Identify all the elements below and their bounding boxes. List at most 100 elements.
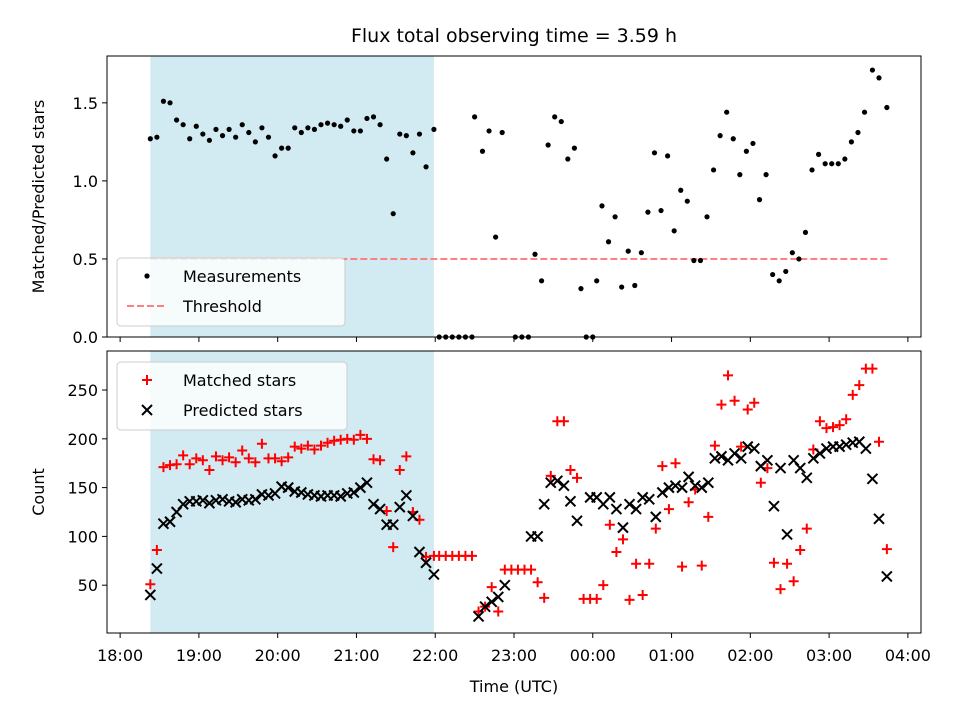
data-point bbox=[423, 164, 429, 170]
series-predicted-stars bbox=[144, 436, 893, 623]
data-point bbox=[867, 363, 878, 374]
data-point bbox=[814, 416, 825, 427]
data-point bbox=[279, 145, 285, 151]
data-point bbox=[630, 503, 642, 515]
data-point bbox=[216, 493, 229, 506]
data-point bbox=[873, 436, 884, 447]
data-point bbox=[493, 234, 499, 240]
x-tick-label: 02:00 bbox=[727, 646, 773, 665]
data-point bbox=[697, 257, 704, 264]
data-point bbox=[531, 530, 544, 543]
legend-label: Threshold bbox=[182, 297, 262, 316]
data-point bbox=[144, 589, 157, 601]
data-point bbox=[219, 133, 226, 139]
data-point bbox=[282, 481, 294, 494]
data-point bbox=[558, 118, 564, 125]
data-point bbox=[750, 140, 756, 147]
data-point bbox=[631, 558, 642, 569]
data-point bbox=[783, 268, 789, 275]
y-tick-label: 150 bbox=[67, 479, 98, 498]
data-point bbox=[233, 134, 239, 140]
data-point bbox=[833, 440, 846, 453]
data-point bbox=[636, 491, 649, 504]
bottom-panel-star-counts: 50 100 150 200 250 18:00 19:00 20:00 21:00 22:00 2… bbox=[29, 350, 931, 665]
data-point bbox=[486, 128, 492, 134]
data-point bbox=[604, 519, 615, 530]
data-point bbox=[178, 450, 189, 461]
data-point bbox=[834, 420, 845, 431]
data-point bbox=[730, 136, 736, 142]
data-point bbox=[292, 125, 298, 131]
data-point bbox=[820, 442, 833, 455]
data-point bbox=[809, 167, 815, 173]
data-point bbox=[571, 515, 583, 527]
series-matched-stars bbox=[145, 363, 892, 617]
data-point bbox=[224, 452, 235, 463]
data-point bbox=[403, 133, 409, 139]
data-point bbox=[632, 282, 638, 289]
data-point bbox=[338, 123, 344, 129]
data-point bbox=[749, 397, 760, 408]
data-point bbox=[200, 131, 206, 137]
data-point bbox=[619, 284, 625, 290]
data-point bbox=[625, 248, 631, 254]
data-point bbox=[322, 437, 333, 448]
data-point bbox=[545, 470, 556, 481]
data-point bbox=[394, 501, 406, 513]
data-point bbox=[717, 133, 723, 139]
data-point bbox=[193, 123, 199, 129]
data-point bbox=[355, 429, 366, 440]
data-point bbox=[354, 481, 367, 494]
data-point bbox=[151, 545, 162, 556]
data-point bbox=[479, 148, 486, 154]
data-point bbox=[716, 399, 727, 410]
top-panel-matched-predicted-ratio: 0.0 0.5 1.0 1.5 Matched/Predicted stars Measu… bbox=[29, 55, 922, 347]
data-point bbox=[558, 479, 570, 492]
data-point bbox=[276, 456, 287, 467]
data-point bbox=[796, 256, 802, 262]
data-point bbox=[239, 122, 245, 128]
data-point bbox=[361, 433, 372, 444]
data-point bbox=[272, 153, 278, 159]
data-point bbox=[709, 452, 721, 465]
data-point bbox=[431, 126, 437, 132]
data-point bbox=[187, 136, 193, 142]
data-point bbox=[763, 172, 769, 178]
data-point bbox=[493, 606, 504, 617]
data-point bbox=[413, 546, 426, 558]
data-point bbox=[663, 504, 674, 515]
data-point bbox=[167, 100, 173, 106]
x-tick-label: 20:00 bbox=[255, 646, 301, 665]
data-point bbox=[591, 593, 602, 604]
data-point bbox=[348, 434, 359, 445]
data-point bbox=[230, 457, 241, 468]
data-point bbox=[367, 498, 380, 510]
data-point bbox=[848, 139, 855, 145]
data-point bbox=[807, 452, 820, 465]
data-point bbox=[532, 577, 543, 588]
data-point bbox=[828, 422, 839, 433]
y-tick-label: 1.5 bbox=[73, 94, 98, 113]
x-tick-label: 01:00 bbox=[648, 646, 694, 665]
data-point bbox=[302, 440, 313, 451]
data-point bbox=[578, 286, 584, 292]
legend-box bbox=[116, 361, 348, 431]
data-point bbox=[835, 161, 841, 167]
data-point bbox=[743, 148, 749, 154]
data-point bbox=[265, 134, 272, 140]
data-point bbox=[318, 122, 324, 128]
data-point bbox=[729, 395, 740, 406]
data-point bbox=[407, 510, 419, 522]
data-point bbox=[814, 447, 826, 460]
data-point bbox=[869, 67, 876, 73]
data-point bbox=[802, 229, 809, 236]
legend-marker-matched bbox=[142, 375, 152, 385]
data-point bbox=[644, 558, 655, 569]
data-point bbox=[854, 380, 865, 391]
data-point bbox=[197, 494, 209, 507]
data-point bbox=[397, 131, 403, 137]
data-point bbox=[217, 455, 228, 466]
data-point bbox=[696, 481, 708, 494]
data-point bbox=[472, 610, 485, 623]
data-point bbox=[794, 462, 806, 474]
